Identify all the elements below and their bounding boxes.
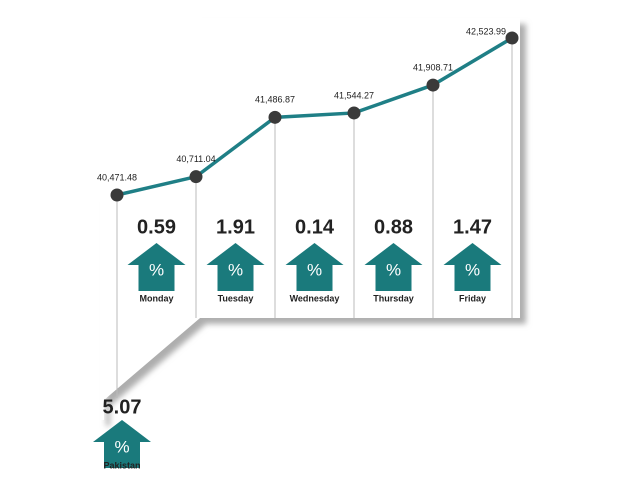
up-arrow [364,243,423,291]
point [110,188,124,202]
total-label: Pakistan [103,460,140,470]
day-label: Monday [139,293,173,303]
day-label: Thursday [373,293,414,303]
index-line [116,36,513,197]
up-arrow [443,243,502,291]
point [505,31,519,45]
percent-symbol: % [114,437,129,456]
percent-symbol: % [149,260,164,279]
value-label: 41,544.27 [334,90,374,100]
up-arrow [93,420,151,468]
value-label: 40,471.48 [97,172,137,182]
change-value: 0.88 [374,216,413,238]
point [347,106,361,120]
change-value: 0.14 [295,216,335,238]
day-label: Wednesday [290,293,340,303]
day-label: Tuesday [218,293,254,303]
percent-symbol: % [307,260,322,279]
point [268,110,282,124]
change-value: 0.59 [137,216,176,238]
value-label: 41,908.71 [413,62,453,72]
panel-top-left [90,12,202,202]
percent-symbol: % [465,260,480,279]
change-value: 1.47 [453,216,492,238]
day-label: Friday [459,293,486,303]
value-label: 41,486.87 [255,95,295,105]
percent-symbol: % [386,260,401,279]
up-arrow [285,243,344,291]
panel [100,18,520,420]
point [189,170,203,184]
up-arrow [127,243,186,291]
total-value: 5.07 [103,396,142,418]
up-arrow [206,243,265,291]
percent-symbol: % [228,260,243,279]
value-label: 40,711.04 [176,154,215,164]
point [426,78,440,92]
change-value: 1.91 [216,216,255,238]
value-label: 42,523.99 [466,26,506,36]
